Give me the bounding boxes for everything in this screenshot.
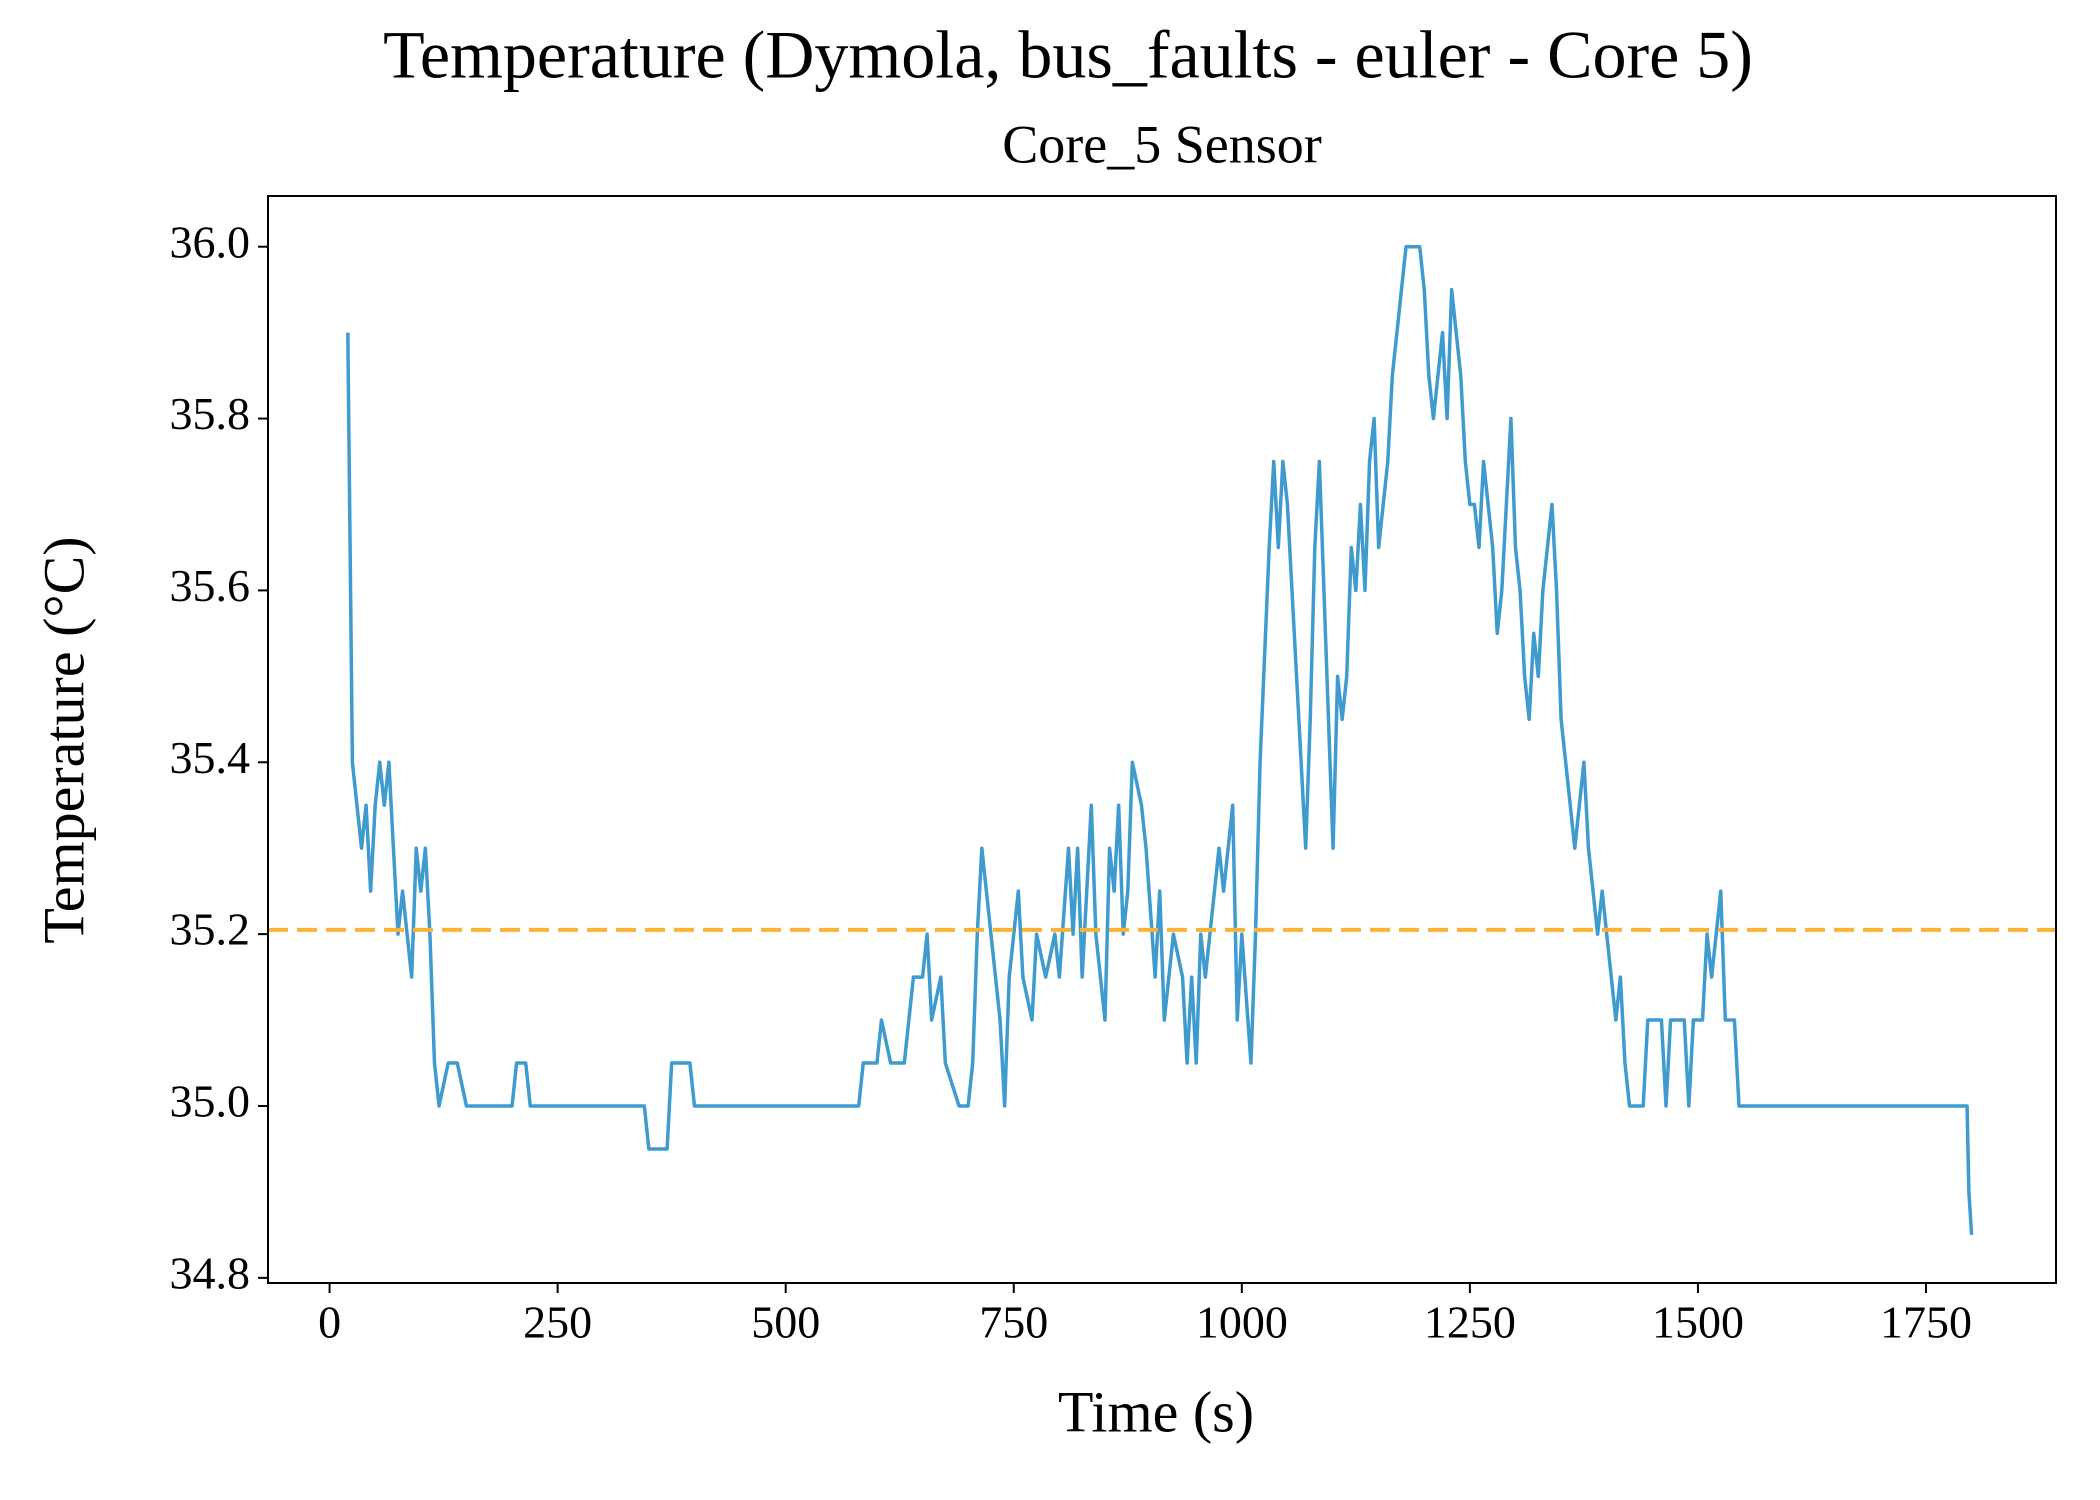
x-tick-label: 1500	[1652, 1297, 1744, 1348]
plot-frame	[267, 195, 2057, 1284]
y-axis-label: Temperature (°C)	[31, 536, 96, 943]
chart-title: Temperature (Dymola, bus_faults - euler …	[383, 17, 1753, 93]
chart-subtitle: Core_5 Sensor	[1002, 114, 1321, 174]
x-tick-label: 1250	[1424, 1297, 1516, 1348]
y-tick-label: 35.4	[170, 732, 251, 783]
x-tick-label: 250	[523, 1297, 592, 1348]
x-axis-label: Time (s)	[1058, 1379, 1254, 1444]
x-tick-label: 750	[979, 1297, 1048, 1348]
x-tick-label: 0	[318, 1297, 341, 1348]
x-tick-label: 1750	[1880, 1297, 1972, 1348]
data-line	[346, 244, 1974, 1235]
x-tick-label: 500	[751, 1297, 820, 1348]
y-tick-label: 34.8	[170, 1247, 251, 1298]
y-tick-label: 35.8	[170, 388, 251, 439]
x-tick-label: 1000	[1196, 1297, 1288, 1348]
y-tick-label: 36.0	[170, 216, 251, 267]
y-tick-label: 35.0	[170, 1076, 251, 1127]
y-tick-label: 35.2	[170, 904, 251, 955]
y-tick-label: 35.6	[170, 560, 251, 611]
